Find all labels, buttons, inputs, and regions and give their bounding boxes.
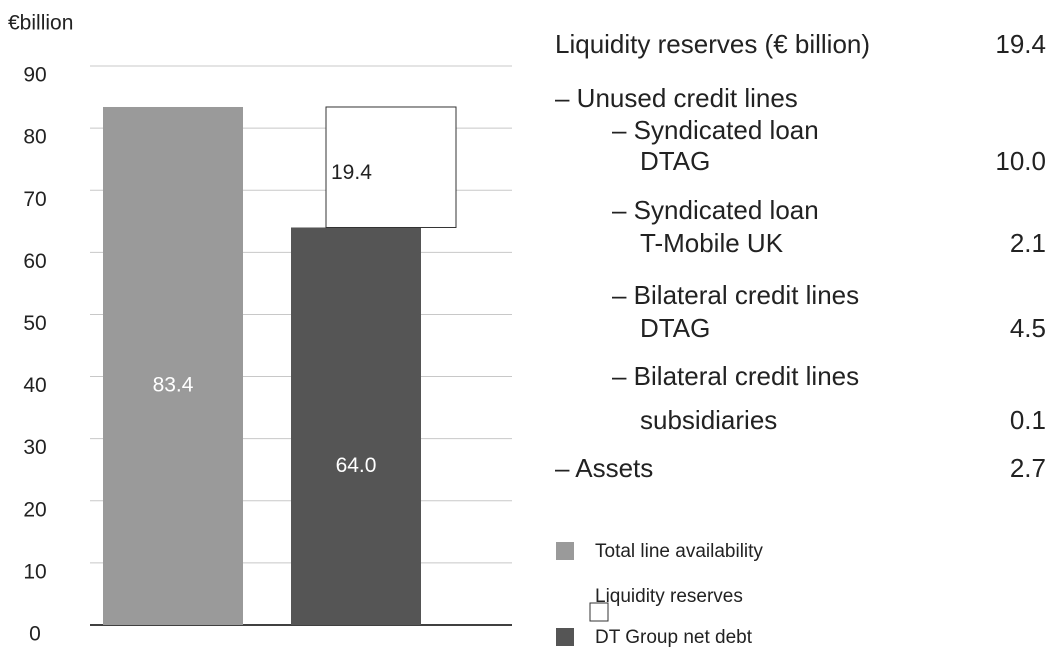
legend-label: Liquidity reserves bbox=[595, 586, 743, 607]
y-tick-label: 40 bbox=[23, 374, 46, 397]
data-label: 64.0 bbox=[336, 454, 377, 477]
bar bbox=[291, 227, 421, 625]
breakdown-total: 19.4 bbox=[995, 29, 1046, 59]
breakdown-value: 2.7 bbox=[1010, 453, 1046, 483]
legend-label: Total line availability bbox=[595, 541, 763, 562]
legend-swatch bbox=[589, 602, 609, 622]
y-tick-label: 80 bbox=[23, 126, 46, 149]
breakdown-line: – Assets bbox=[555, 453, 653, 483]
breakdown-title: Liquidity reserves (€ billion) bbox=[555, 29, 870, 59]
breakdown-line: – Syndicated loan bbox=[612, 115, 819, 145]
y-tick-label: 0 bbox=[29, 623, 41, 646]
legend-swatch bbox=[556, 628, 574, 646]
y-tick-label: 60 bbox=[23, 250, 46, 273]
y-axis-label: €billion bbox=[8, 12, 73, 35]
data-label: 19.4 bbox=[331, 161, 372, 184]
y-tick-label: 90 bbox=[23, 64, 46, 87]
y-tick-label: 20 bbox=[23, 498, 46, 521]
breakdown-line: – Syndicated loan bbox=[612, 195, 819, 225]
legend-label: DT Group net debt bbox=[595, 627, 753, 648]
bar bbox=[325, 106, 457, 228]
y-tick-label: 50 bbox=[23, 312, 46, 335]
breakdown-value: 4.5 bbox=[1010, 313, 1046, 343]
breakdown-line: T-Mobile UK bbox=[640, 228, 784, 258]
breakdown-line: – Bilateral credit lines bbox=[612, 361, 859, 391]
breakdown-value: 2.1 bbox=[1010, 228, 1046, 258]
bar bbox=[103, 106, 243, 625]
breakdown-value: 0.1 bbox=[1010, 405, 1046, 435]
y-tick-label: 30 bbox=[23, 436, 46, 459]
breakdown-value: 10.0 bbox=[995, 146, 1046, 176]
y-tick-label: 70 bbox=[23, 188, 46, 211]
y-tick-label: 10 bbox=[23, 560, 46, 583]
breakdown-line: – Unused credit lines bbox=[555, 83, 798, 113]
legend-swatch bbox=[556, 542, 574, 560]
breakdown-line: subsidiaries bbox=[640, 405, 777, 435]
data-label: 83.4 bbox=[153, 374, 194, 397]
breakdown-line: DTAG bbox=[640, 313, 710, 343]
breakdown-line: – Bilateral credit lines bbox=[612, 280, 859, 310]
breakdown-line: DTAG bbox=[640, 146, 710, 176]
